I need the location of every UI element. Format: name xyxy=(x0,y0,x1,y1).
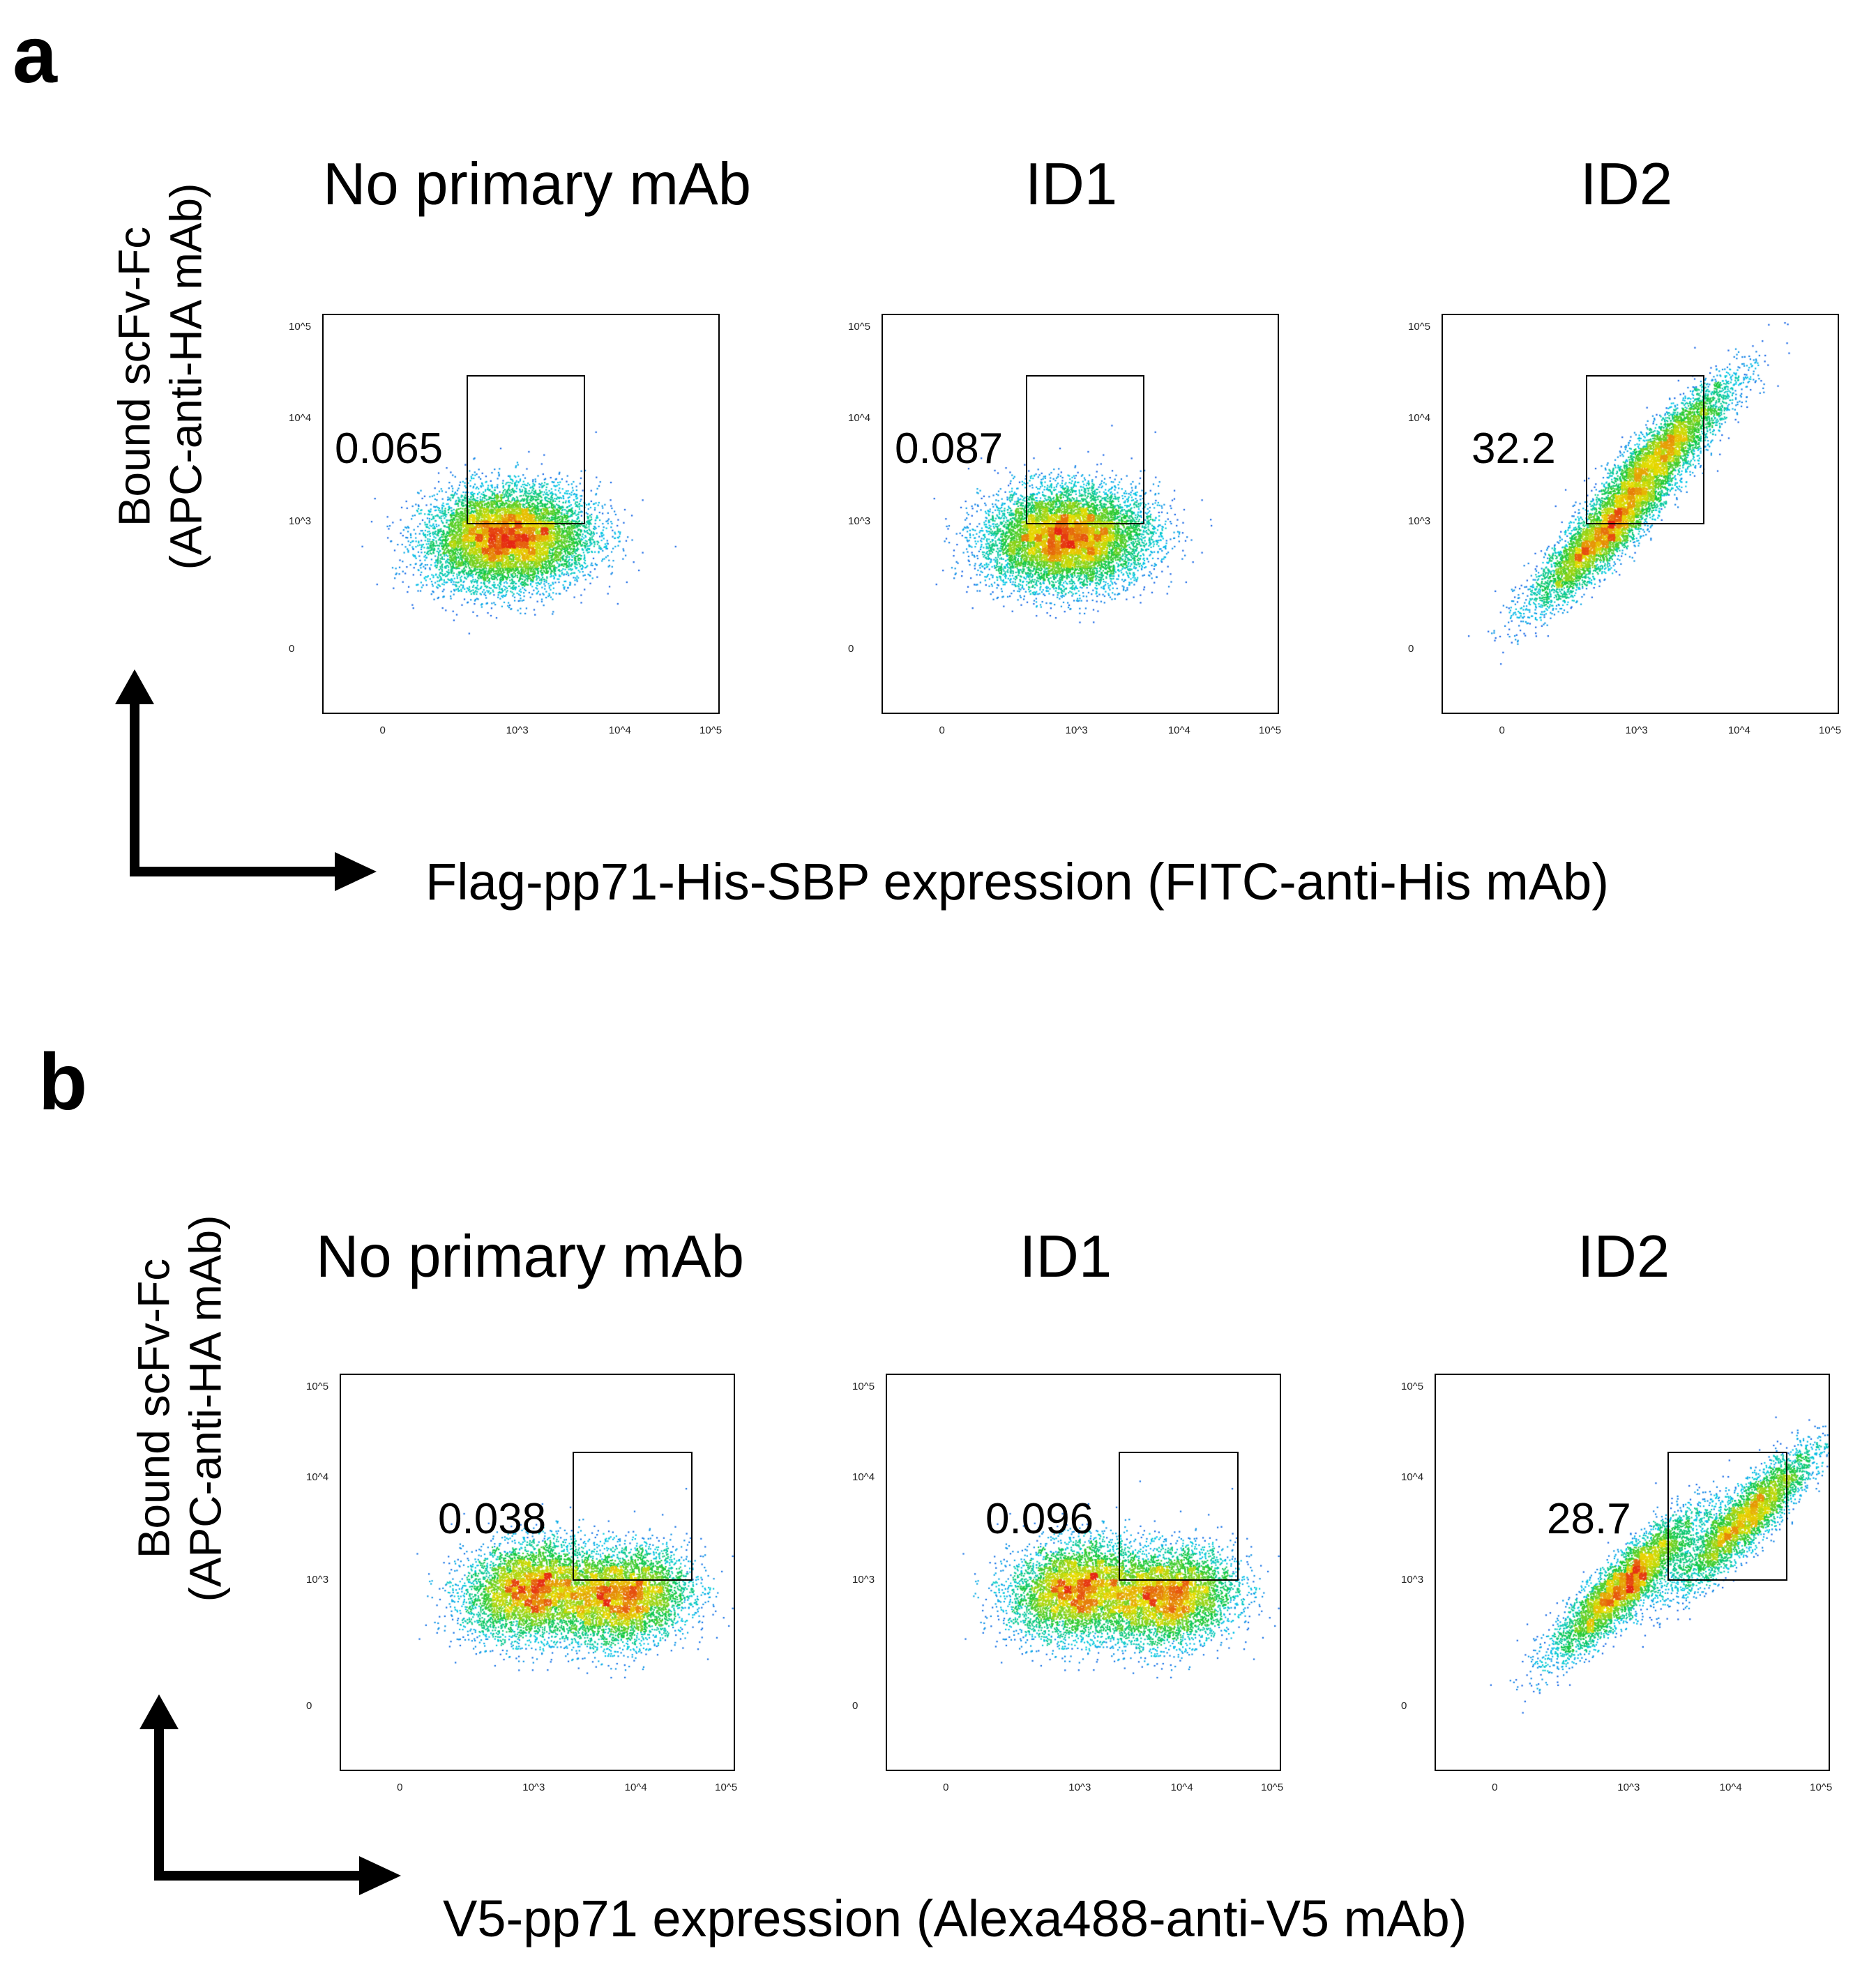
x-tick-label-a3-1: 10^3 xyxy=(1625,724,1648,736)
y-tick-label-b2-3: 10^5 xyxy=(852,1380,875,1392)
scatter-dots-b1 xyxy=(341,1375,734,1770)
y-axis-label-b-line2: (APC-anti-HA mAb) xyxy=(180,1215,230,1602)
gate-b1 xyxy=(573,1452,693,1581)
y-axis-label-a: Bound scFv-Fc (APC-anti-HA mAb) xyxy=(109,183,211,570)
x-tick-label-b1-0: 0 xyxy=(397,1782,403,1793)
plot-a3: 0 10^3 10^4 10^5 0 10^3 10^4 10^5 xyxy=(1408,314,1841,736)
subplot-title-a3: ID2 xyxy=(1580,151,1673,218)
plot-b3: 0 10^3 10^4 10^5 0 10^3 10^4 10^5 xyxy=(1401,1374,1832,1793)
gate-b2 xyxy=(1119,1452,1239,1581)
y-axis-label-b-line1: Bound scFv-Fc xyxy=(128,1258,179,1559)
y-tick-label-a3-3: 10^5 xyxy=(1408,321,1431,333)
x-tick-label-a1-3: 10^5 xyxy=(699,724,723,736)
x-arrowhead-icon-b xyxy=(359,1856,401,1895)
scatter-dots-a3 xyxy=(1443,315,1838,713)
x-tick-label-b1-3: 10^5 xyxy=(715,1782,738,1793)
plot-b2: 0 10^3 10^4 10^5 0 10^3 10^4 10^5 xyxy=(852,1374,1283,1793)
x-tick-label-a3-3: 10^5 xyxy=(1819,724,1842,736)
y-tick-label-a2-1: 10^3 xyxy=(848,515,871,528)
plot-a2: 0 10^3 10^4 10^5 0 10^3 10^4 10^5 xyxy=(848,314,1281,736)
x-tick-label-a3-2: 10^4 xyxy=(1727,724,1750,736)
y-tick-label-a1-0: 0 xyxy=(289,642,295,655)
plot-b1: 0 10^3 10^4 10^5 0 10^3 10^4 10^5 xyxy=(306,1374,737,1793)
x-tick-label-b3-1: 10^3 xyxy=(1617,1782,1640,1793)
axis-arrows-b xyxy=(139,1694,401,1895)
subplot-title-a1: No primary mAb xyxy=(322,151,752,218)
gate-a1 xyxy=(467,375,585,524)
x-tick-label-b2-2: 10^4 xyxy=(1170,1782,1193,1793)
x-tick-label-b3-3: 10^5 xyxy=(1810,1782,1833,1793)
subplot-title-b1: No primary mAb xyxy=(315,1224,745,1290)
gate-a2 xyxy=(1026,375,1144,524)
y-axis-label-a-line1: Bound scFv-Fc xyxy=(109,226,160,527)
x-tick-label-a2-0: 0 xyxy=(939,724,945,736)
y-tick-label-a2-0: 0 xyxy=(848,642,854,655)
y-tick-label-a2-2: 10^4 xyxy=(848,412,871,425)
x-tick-label-b2-0: 0 xyxy=(943,1782,949,1793)
y-tick-label-a3-0: 0 xyxy=(1408,642,1414,655)
y-tick-label-a2-3: 10^5 xyxy=(848,321,871,333)
x-tick-label-a3-0: 0 xyxy=(1499,724,1505,736)
y-tick-label-b2-0: 0 xyxy=(852,1700,858,1712)
y-tick-label-a3-2: 10^4 xyxy=(1408,412,1431,425)
y-tick-label-b1-1: 10^3 xyxy=(306,1574,329,1586)
gate-percent-b3: 28.7 xyxy=(1547,1495,1631,1543)
x-tick-label-a2-3: 10^5 xyxy=(1259,724,1282,736)
plot-a1: 0 10^3 10^4 10^5 0 10^3 10^4 10^5 xyxy=(289,314,722,736)
x-tick-label-b3-0: 0 xyxy=(1492,1782,1498,1793)
scatter-dots-b3 xyxy=(1436,1375,1829,1770)
x-arrowhead-icon-a xyxy=(335,852,377,891)
y-tick-label-a1-1: 10^3 xyxy=(289,515,312,528)
x-axis-label-b: V5-pp71 expression (Alexa488-anti-V5 mAb… xyxy=(443,1890,1467,1947)
x-tick-label-b3-2: 10^4 xyxy=(1719,1782,1742,1793)
scatter-dots-a2 xyxy=(883,315,1278,713)
x-tick-label-b1-1: 10^3 xyxy=(522,1782,545,1793)
subplot-title-b2: ID1 xyxy=(1019,1224,1112,1290)
y-arrowhead-icon-a xyxy=(115,669,154,704)
subplot-title-b3: ID2 xyxy=(1577,1224,1670,1290)
y-tick-label-b3-0: 0 xyxy=(1401,1700,1407,1712)
x-tick-label-b2-1: 10^3 xyxy=(1068,1782,1091,1793)
scatter-dots-b2 xyxy=(887,1375,1280,1770)
x-tick-label-a2-1: 10^3 xyxy=(1065,724,1088,736)
gate-percent-b1: 0.038 xyxy=(438,1495,547,1543)
gate-b3 xyxy=(1667,1452,1787,1581)
y-tick-label-a3-1: 10^3 xyxy=(1408,515,1431,528)
gate-percent-a1: 0.065 xyxy=(335,425,444,473)
panel-letter-a: a xyxy=(13,10,57,100)
x-tick-label-a1-2: 10^4 xyxy=(608,724,631,736)
x-tick-label-a1-1: 10^3 xyxy=(506,724,529,736)
y-axis-label-b: Bound scFv-Fc (APC-anti-HA mAb) xyxy=(128,1215,231,1602)
y-tick-label-a1-3: 10^5 xyxy=(289,321,312,333)
y-tick-label-a1-2: 10^4 xyxy=(289,412,312,425)
y-axis-label-a-line2: (APC-anti-HA mAb) xyxy=(160,183,211,570)
x-tick-label-b1-2: 10^4 xyxy=(624,1782,647,1793)
gate-a3 xyxy=(1586,375,1704,524)
x-tick-label-b2-3: 10^5 xyxy=(1261,1782,1284,1793)
y-tick-label-b3-3: 10^5 xyxy=(1401,1380,1424,1392)
subplot-title-a2: ID1 xyxy=(1024,151,1118,218)
y-tick-label-b2-1: 10^3 xyxy=(852,1574,875,1586)
y-tick-label-b3-2: 10^4 xyxy=(1401,1471,1424,1484)
y-tick-label-b1-2: 10^4 xyxy=(306,1471,329,1484)
y-arrowhead-icon-b xyxy=(139,1694,179,1729)
y-tick-label-b1-3: 10^5 xyxy=(306,1380,329,1392)
scatter-dots-a1 xyxy=(324,315,718,713)
gate-percent-a3: 32.2 xyxy=(1472,425,1556,473)
gate-percent-b2: 0.096 xyxy=(985,1495,1094,1543)
y-tick-label-b1-0: 0 xyxy=(306,1700,312,1712)
gate-percent-a2: 0.087 xyxy=(895,425,1004,473)
x-tick-label-a1-0: 0 xyxy=(379,724,386,736)
x-tick-label-a2-2: 10^4 xyxy=(1167,724,1190,736)
axis-arrows-a xyxy=(115,669,377,891)
panel-letter-b: b xyxy=(38,1038,88,1127)
y-tick-label-b2-2: 10^4 xyxy=(852,1471,875,1484)
x-axis-label-a: Flag-pp71-His-SBP expression (FITC-anti-… xyxy=(425,853,1609,911)
y-tick-label-b3-1: 10^3 xyxy=(1401,1574,1424,1586)
